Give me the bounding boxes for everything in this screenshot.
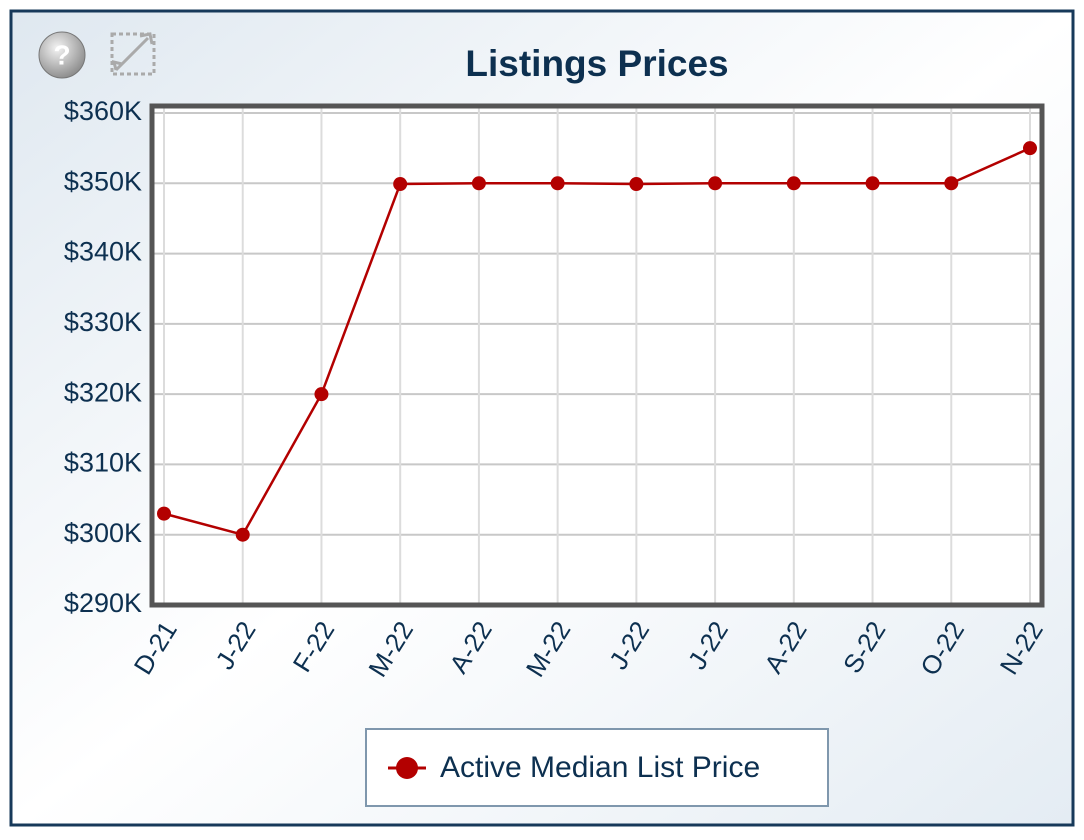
svg-text:?: ? — [53, 39, 70, 70]
point — [157, 506, 171, 521]
y-tick-label: $350K — [64, 166, 142, 196]
plot-border — [149, 103, 1045, 608]
help-icon[interactable]: ? — [38, 31, 86, 79]
y-tick-label: $330K — [64, 307, 142, 337]
y-tick-label: $360K — [64, 96, 142, 126]
point — [708, 176, 723, 191]
legend-label: Active Median List Price — [440, 751, 760, 784]
y-tick-label: $340K — [64, 237, 142, 267]
y-tick-label: $310K — [64, 448, 142, 478]
legend — [365, 728, 829, 807]
line — [163, 147, 1031, 537]
y-tick-label: $290K — [64, 588, 142, 618]
point — [235, 527, 250, 542]
point — [865, 176, 880, 191]
point — [1023, 141, 1037, 156]
y-tick-label: $300K — [64, 518, 142, 548]
y-tick-label: $320K — [64, 377, 142, 407]
chart-title: Listings Prices — [465, 43, 728, 84]
legend-marker — [396, 757, 418, 779]
point — [550, 176, 565, 191]
point — [471, 176, 486, 191]
point — [393, 177, 408, 192]
point — [786, 176, 801, 191]
point — [314, 387, 329, 402]
point — [944, 176, 959, 191]
plot-area — [152, 106, 1042, 605]
point — [629, 177, 644, 192]
settings-icon[interactable] — [110, 32, 156, 76]
